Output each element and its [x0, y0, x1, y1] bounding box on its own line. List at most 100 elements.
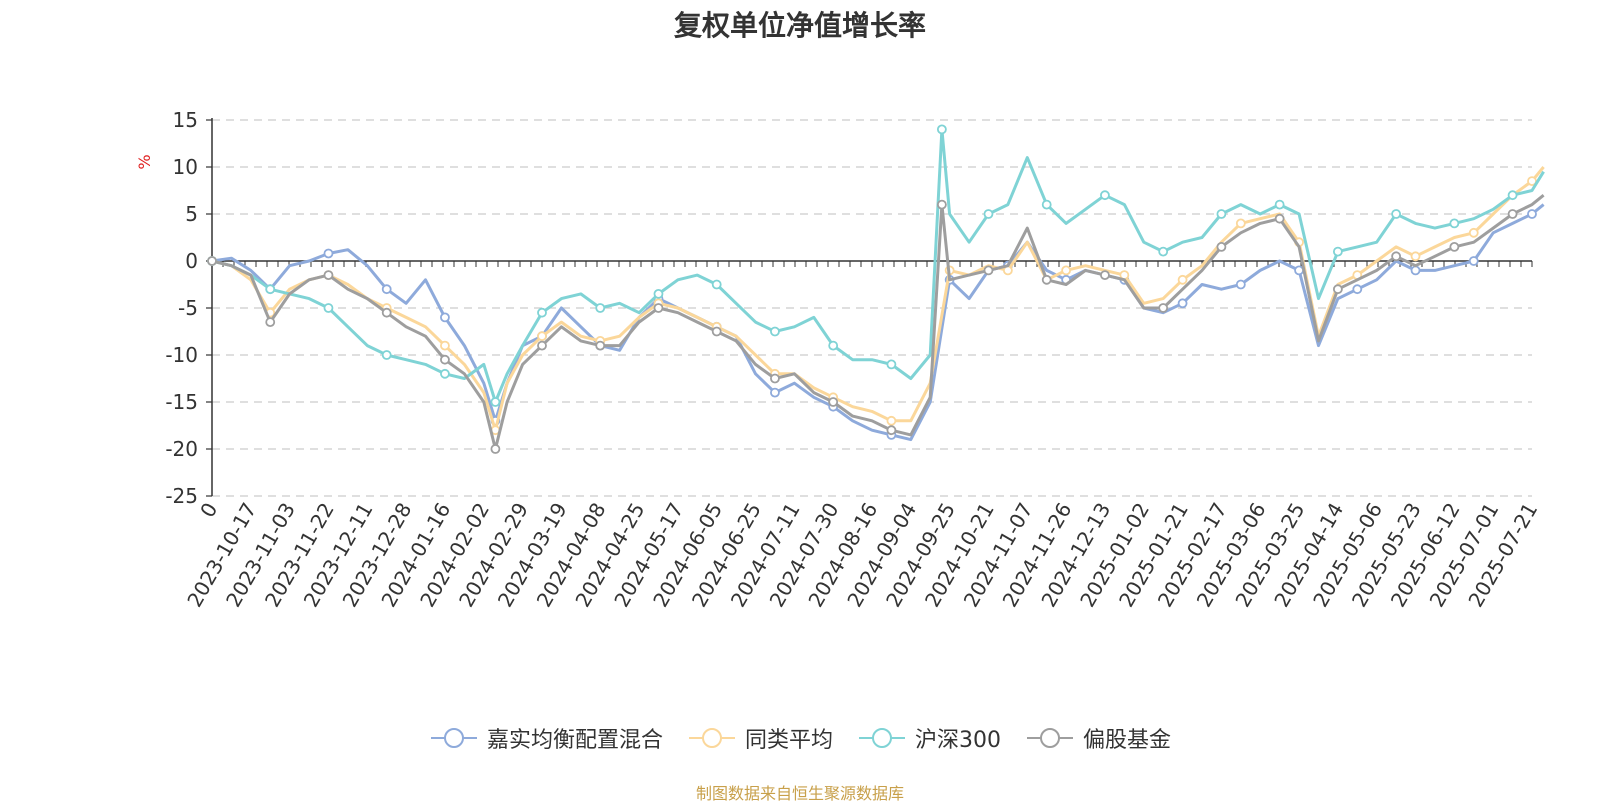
data-point	[265, 317, 276, 328]
data-point	[537, 340, 547, 351]
data-point	[323, 303, 334, 313]
data-point	[886, 425, 897, 436]
y-tick-labels: 15 10 5 0 -5 -10 -15 -20 -25	[165, 108, 198, 508]
data-point	[711, 326, 722, 337]
data-point	[1332, 246, 1343, 257]
legend-label: 嘉实均衡配置混合	[486, 728, 663, 753]
data-point	[1527, 209, 1537, 219]
data-point	[1158, 246, 1169, 257]
data-point	[1468, 227, 1479, 238]
legend: 嘉实均衡配置混合 同类平均 沪深300 偏股基金	[0, 722, 1600, 754]
series-line	[211, 203, 1545, 442]
y-tick-label: -15	[165, 390, 198, 414]
y-tick-label: -10	[165, 343, 198, 367]
data-point	[1391, 209, 1402, 219]
data-point	[1177, 298, 1188, 309]
data-point	[440, 312, 450, 323]
legend-swatch-icon	[430, 728, 477, 748]
series-line	[211, 194, 1545, 451]
data-point	[323, 270, 334, 281]
data-point	[886, 359, 897, 370]
data-point	[1352, 284, 1363, 295]
y-axis-unit-label: %	[135, 154, 154, 169]
data-point	[770, 387, 780, 398]
data-point	[1100, 190, 1110, 201]
data-point	[381, 284, 392, 295]
data-point	[1216, 209, 1227, 219]
data-point	[490, 444, 501, 454]
data-point	[537, 331, 547, 342]
source-note: 制图数据来自恒生聚源数据库	[695, 784, 904, 803]
data-point	[1410, 251, 1421, 262]
data-point	[828, 340, 839, 351]
y-tick-label: 0	[185, 249, 198, 273]
data-point	[265, 284, 276, 295]
data-point	[207, 256, 217, 266]
legend-item[interactable]: 同类平均	[687, 722, 833, 754]
data-point	[1061, 265, 1072, 276]
data-point	[1527, 176, 1537, 187]
legend-label: 同类平均	[744, 728, 833, 753]
y-tick-label: 15	[173, 108, 198, 132]
data-point	[886, 415, 897, 426]
data-point	[440, 368, 450, 379]
x-tick-label: 0	[195, 499, 222, 522]
y-tick-label: 10	[173, 155, 198, 179]
grid-lines	[212, 119, 1532, 497]
data-point	[1391, 251, 1402, 262]
legend-label: 沪深300	[915, 728, 1001, 753]
data-point	[936, 124, 947, 135]
data-point	[936, 199, 947, 210]
data-point	[653, 303, 664, 313]
legend-swatch-icon	[859, 728, 905, 748]
data-point	[711, 279, 722, 290]
series-line	[211, 166, 1545, 432]
series-line	[211, 127, 1545, 404]
data-point	[440, 354, 450, 365]
data-point	[1274, 213, 1285, 224]
data-point	[1410, 265, 1421, 276]
data-point	[770, 326, 780, 337]
data-point	[1449, 218, 1460, 229]
legend-swatch-icon	[1027, 728, 1073, 748]
data-point	[828, 397, 839, 407]
legend-label: 偏股基金	[1083, 728, 1172, 753]
data-point	[1274, 199, 1285, 210]
legend-item[interactable]: 嘉实均衡配置混合	[429, 722, 663, 754]
legend-swatch-icon	[688, 728, 735, 748]
legend-item[interactable]: 沪深300	[857, 722, 1001, 754]
data-point	[770, 373, 780, 384]
data-point	[1177, 274, 1188, 285]
data-point	[381, 307, 392, 318]
series-lines	[207, 124, 1545, 454]
legend-item[interactable]: 偏股基金	[1025, 722, 1171, 754]
chart-title: 复权单位净值增长率	[673, 9, 926, 42]
y-tick-label: 5	[185, 202, 198, 226]
data-point	[653, 288, 664, 299]
x-tick-labels: 02023-10-172023-11-032023-11-222023-12-1…	[182, 498, 1542, 611]
data-point	[1449, 241, 1460, 252]
data-point	[983, 209, 994, 219]
data-point	[1332, 284, 1343, 295]
data-point	[1507, 209, 1518, 219]
data-point	[1468, 256, 1479, 266]
data-point	[983, 265, 994, 276]
data-point	[1041, 199, 1052, 210]
data-point	[1235, 218, 1246, 229]
data-point	[381, 350, 392, 360]
data-point	[490, 397, 501, 407]
data-point	[595, 340, 606, 351]
y-tick-label: -20	[165, 437, 198, 461]
data-point	[1158, 303, 1169, 313]
data-point	[323, 248, 334, 259]
data-point	[1507, 190, 1518, 201]
data-point	[1235, 279, 1246, 290]
data-point	[440, 340, 450, 351]
data-point	[595, 303, 606, 313]
data-point	[537, 307, 547, 318]
y-tick-label: -5	[178, 296, 198, 320]
y-tick-label: -25	[165, 484, 198, 508]
data-point	[1216, 241, 1227, 252]
data-point	[1041, 274, 1052, 285]
